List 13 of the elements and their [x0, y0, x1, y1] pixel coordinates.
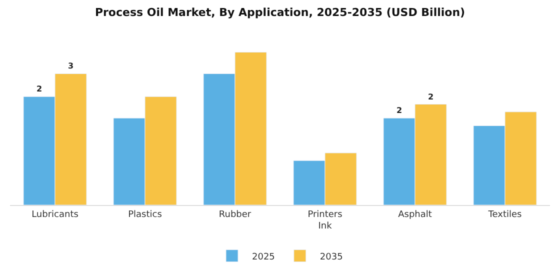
x-tick-label: Textiles — [487, 210, 522, 220]
data-label: 2 — [428, 92, 434, 102]
x-tick-label: Plastics — [128, 210, 162, 220]
x-tick-label: Rubber — [218, 210, 252, 220]
chart-title: Process Oil Market, By Application, 2025-2035 (USD Billion) — [94, 6, 466, 20]
x-tick-label: Lubricants — [32, 210, 79, 220]
x-tick-label: Asphalt — [398, 210, 432, 220]
data-label: 2 — [36, 84, 42, 94]
x-tick-label: Printers Ink — [308, 210, 343, 232]
legend-label: 2035 — [320, 252, 343, 262]
legend-label: 2025 — [252, 252, 275, 262]
data-label: 2 — [396, 106, 402, 116]
data-label: 3 — [68, 62, 74, 71]
